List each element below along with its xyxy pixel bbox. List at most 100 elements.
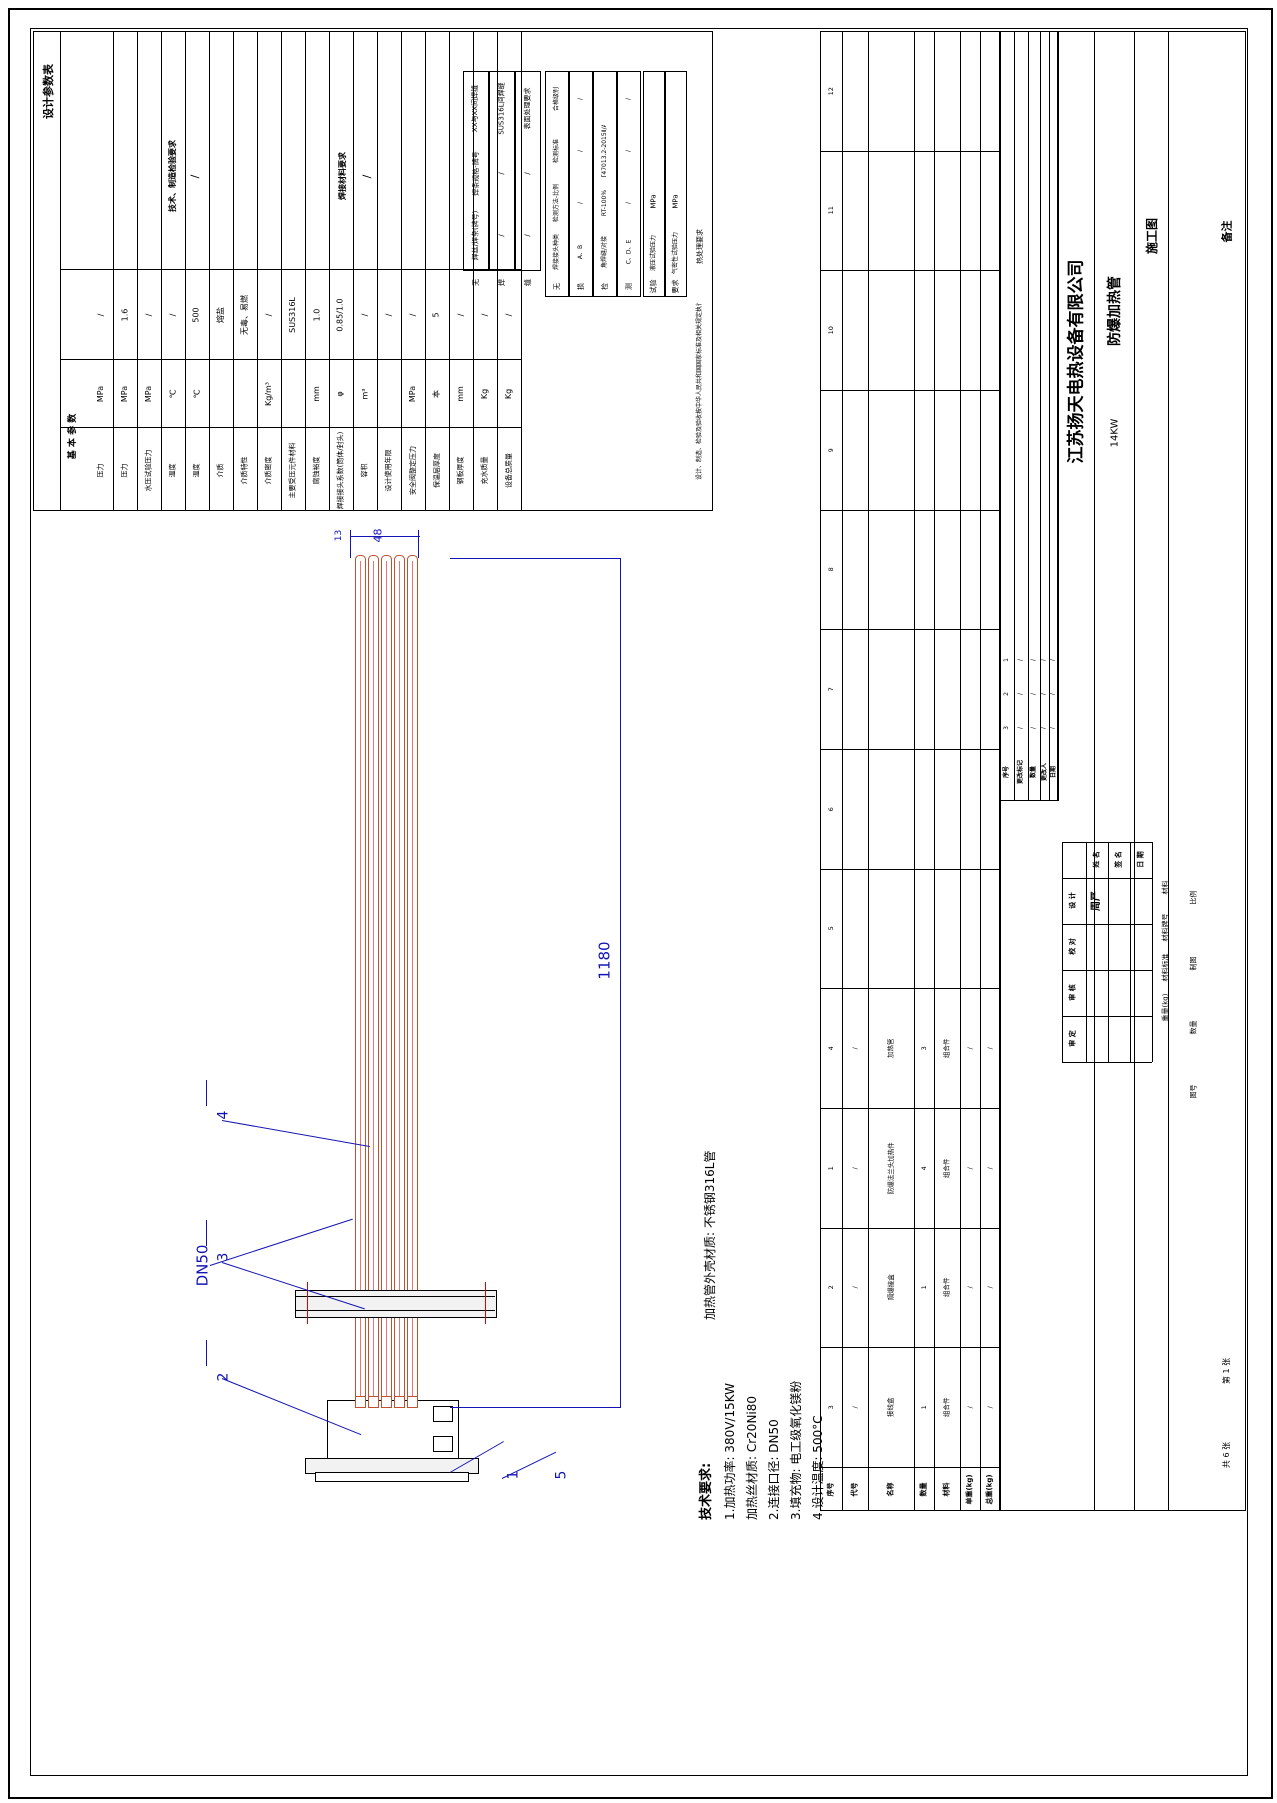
param-value: 熔盐: [216, 307, 225, 323]
signature-row-label: 设 计: [1068, 892, 1077, 909]
param-unit: ℃: [191, 389, 201, 399]
bom-cell: [980, 390, 1000, 510]
bom-cell: /: [985, 1166, 994, 1169]
bom-header-sep: [820, 1467, 1000, 1468]
param-unit: [377, 361, 401, 427]
param-unit: MPa: [144, 385, 153, 403]
weld-cell-c: 焊丝/焊条(牌号): [471, 210, 480, 260]
bom-cell: 组合件: [942, 1038, 951, 1058]
bom-cell: 1: [919, 1405, 928, 1410]
param-row-divider: [257, 31, 258, 511]
bom-cell: [980, 270, 1000, 390]
param-unit: mm: [312, 386, 321, 402]
sheet-border-inner: [30, 28, 1248, 1776]
qty-label: 数量: [1189, 1020, 1198, 1035]
dim-line-vertical: [620, 558, 621, 1408]
bom-col-name-header: 名称: [886, 1482, 895, 1496]
material-label: 材料牌号: [1161, 913, 1170, 942]
bom-cell: /: [985, 1286, 994, 1289]
heater-tube: [368, 555, 379, 1426]
revision-cell: /: [1040, 658, 1048, 661]
bom-col-divider: [914, 31, 915, 1511]
signature-vline: [1152, 841, 1153, 1062]
param-label: 介质密度: [264, 456, 273, 484]
tech-req-material-note: 加热管外壳材质: 不锈钢316L管: [703, 1150, 717, 1320]
param-label: 压力: [120, 463, 129, 477]
balloon-tick: [206, 1340, 207, 1366]
bom-col-divider: [960, 31, 961, 1511]
tube-centerline: [372, 561, 374, 1425]
param-unit: m³: [360, 388, 369, 400]
revision-table: [1000, 31, 1058, 801]
scale-label: 比例: [1189, 890, 1198, 905]
technical-requirements: 技术要求: 1.加热功率: 380V/15KW 加热丝材质: Cr20Ni80 2.…: [690, 1020, 825, 1540]
bom-cell: /: [850, 1047, 859, 1050]
bom-cell: /: [965, 1047, 974, 1050]
bom-cell: 防爆法兰头加热件: [886, 1141, 895, 1194]
tube-end: [407, 1396, 418, 1408]
revision-cell: 1: [1002, 657, 1010, 662]
param-row-divider: [209, 31, 210, 511]
balloon-leader: [221, 1262, 365, 1310]
param-label: 主要受压元件材料: [288, 442, 297, 498]
weld-cell-label: 无: [471, 278, 480, 286]
param-row-divider: [473, 31, 474, 511]
tube-end: [381, 1396, 392, 1408]
ndt-grade: [593, 73, 617, 125]
bom-cell: [914, 151, 934, 271]
tube-centerline: [411, 561, 413, 1425]
flange-line: [295, 1310, 495, 1311]
weld-cell: [463, 71, 489, 271]
bom-cell: [960, 749, 980, 869]
param-row-divider: [305, 31, 306, 511]
balloon-leader: [221, 1120, 370, 1148]
ndt-joint-type: A、B: [576, 244, 584, 260]
signature-hline: [1062, 1015, 1152, 1017]
bom-cell: 4: [826, 1046, 835, 1051]
bom-row-sep: [820, 629, 1000, 631]
param-unit: Kg/m³: [264, 381, 273, 407]
signature-hline: [1062, 969, 1152, 971]
bom-cell: [960, 151, 980, 271]
ndt-cell: [545, 71, 569, 297]
bom-row-sep: [820, 1108, 1000, 1109]
pressure-label: 要求: [671, 279, 680, 293]
bom-cell: [980, 749, 1000, 869]
ndt-joint-type: C、D、E: [625, 239, 633, 265]
param-label: 安全阀整定压力: [408, 445, 417, 495]
param-row-divider: [353, 31, 354, 511]
revision-col-div: [1014, 31, 1015, 801]
weld-cell: [489, 71, 515, 271]
revision-col-div: [1028, 31, 1029, 801]
bom-cell: 3: [919, 1046, 928, 1051]
ndt-joint-type: 焊接接头种类: [553, 233, 561, 271]
bom-row-sep: [820, 390, 1000, 391]
revision-cell: /: [1040, 692, 1048, 695]
param-row-divider: [449, 31, 450, 511]
signature-vline: [1130, 841, 1131, 1062]
title-block: 序号 3 2 1 更改标记 / / / 数量 / / / 更改人 / / / 日期 / / / 江苏扬天电热设备有限公司…: [1000, 31, 1246, 1511]
revision-cell: /: [1017, 726, 1024, 729]
flange-base: [315, 1472, 469, 1482]
param-label: 温度: [168, 463, 177, 477]
signature-col-header: 签 名: [1114, 851, 1123, 868]
remark-label: 备注: [1220, 220, 1234, 242]
revision-header: 更改标记: [1017, 759, 1025, 784]
flange-line: [295, 1296, 495, 1297]
balloon-tick: [206, 1220, 207, 1246]
bom-cell: [960, 629, 980, 749]
param-row-divider: [497, 31, 498, 511]
bom-cell: [934, 749, 960, 869]
dimension-tube-spacing: 48: [371, 528, 385, 542]
revision-cell: /: [1049, 726, 1057, 729]
signature-top: [1062, 841, 1152, 843]
bom-cell: 10: [826, 326, 835, 335]
param-row-divider: [233, 31, 234, 511]
ndt-label: 检: [600, 282, 609, 290]
ndt-method: /: [625, 201, 632, 205]
heat-treatment-label: 热处理要求: [695, 228, 704, 264]
bom-cell: [868, 31, 914, 151]
bom-cell: [842, 749, 868, 869]
param-unit: [209, 361, 233, 427]
